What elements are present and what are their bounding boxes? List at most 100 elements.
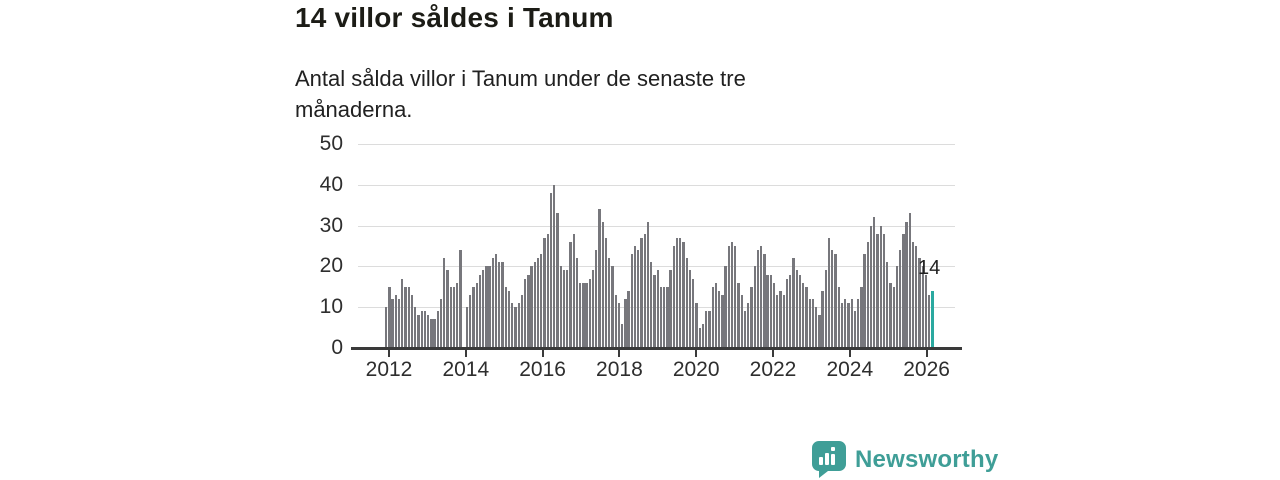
bar xyxy=(918,258,921,348)
bar xyxy=(414,307,417,348)
bar xyxy=(611,266,614,348)
bar xyxy=(436,311,440,348)
bar xyxy=(549,192,553,348)
bar xyxy=(569,241,572,348)
bar xyxy=(598,209,601,348)
bar xyxy=(701,323,705,348)
bar xyxy=(582,282,585,348)
chart-subtitle: Antal sålda villor i Tanum under de sena… xyxy=(295,66,746,122)
bar xyxy=(853,311,857,348)
bar xyxy=(423,311,427,348)
bar xyxy=(692,278,695,348)
bar xyxy=(591,270,595,348)
gridline-30 xyxy=(358,225,955,227)
x-tick-label-2026: 2026 xyxy=(903,358,950,381)
bar xyxy=(553,184,556,348)
gridline-50 xyxy=(358,144,955,145)
bar xyxy=(643,233,646,348)
bar xyxy=(446,270,449,348)
bar xyxy=(514,307,517,348)
bar xyxy=(566,270,569,348)
bar xyxy=(430,319,433,348)
x-tick-2014 xyxy=(464,348,467,357)
bar xyxy=(747,303,750,348)
bar xyxy=(808,299,811,348)
bar xyxy=(604,237,608,348)
bar xyxy=(785,278,789,348)
bar xyxy=(595,250,598,348)
bar xyxy=(695,303,698,348)
bar xyxy=(488,266,491,348)
bar xyxy=(624,299,627,348)
bar xyxy=(491,258,494,348)
bar xyxy=(394,294,397,348)
bar xyxy=(760,246,763,348)
bar xyxy=(811,299,815,348)
bar xyxy=(507,290,511,348)
bar xyxy=(705,311,708,348)
bar xyxy=(740,294,743,348)
bar xyxy=(627,290,630,348)
x-axis-line xyxy=(351,347,962,350)
bar xyxy=(601,221,604,348)
x-tick-label-2012: 2012 xyxy=(365,358,413,381)
bar xyxy=(465,307,469,348)
bar xyxy=(404,286,407,348)
bar xyxy=(659,286,663,348)
bar xyxy=(385,307,388,348)
bar xyxy=(585,282,588,348)
bar xyxy=(886,262,889,348)
bar xyxy=(892,286,895,348)
bar xyxy=(837,286,840,348)
bar xyxy=(876,233,879,348)
bar xyxy=(737,282,740,348)
bar xyxy=(575,258,579,348)
bar xyxy=(814,307,818,348)
plot-area: 0 10 20 30 40 50 2012 2014 2016 2018 2020 2022 2024… xyxy=(320,132,962,381)
bar xyxy=(656,270,659,348)
bar xyxy=(540,254,543,348)
bar xyxy=(911,241,915,348)
bar xyxy=(889,282,892,348)
bar xyxy=(633,246,637,348)
bar xyxy=(614,294,617,348)
bar xyxy=(494,254,498,348)
bar xyxy=(844,299,847,348)
gridline-20 xyxy=(358,266,955,268)
bar xyxy=(456,282,459,348)
bar xyxy=(472,286,475,348)
bar xyxy=(831,250,834,348)
bar xyxy=(750,286,753,348)
bar xyxy=(397,299,401,348)
bar xyxy=(679,237,682,348)
bar xyxy=(650,262,653,348)
bar xyxy=(743,311,747,348)
chart-title: 14 villor såldes i Tanum xyxy=(295,2,614,33)
bar xyxy=(427,315,430,348)
bar xyxy=(646,221,650,348)
bar xyxy=(730,241,734,348)
bar xyxy=(756,250,760,348)
gridline-40 xyxy=(358,184,955,186)
bar xyxy=(795,270,798,348)
bar xyxy=(504,286,507,348)
bar xyxy=(501,262,504,348)
bar xyxy=(721,294,724,348)
x-tick-2022 xyxy=(772,348,774,357)
bar xyxy=(630,254,633,348)
bar xyxy=(530,266,533,348)
bar xyxy=(857,299,860,348)
bar xyxy=(866,241,869,348)
bar xyxy=(766,274,769,348)
bar xyxy=(802,282,805,348)
bar xyxy=(753,266,756,348)
bar xyxy=(860,286,863,348)
x-tick-label-2024: 2024 xyxy=(826,358,874,381)
bar xyxy=(533,262,536,348)
x-tick-label-2016: 2016 xyxy=(519,358,566,381)
x-tick-2026 xyxy=(925,348,928,357)
bar xyxy=(717,290,721,348)
bar xyxy=(433,319,436,348)
bar xyxy=(714,282,718,348)
